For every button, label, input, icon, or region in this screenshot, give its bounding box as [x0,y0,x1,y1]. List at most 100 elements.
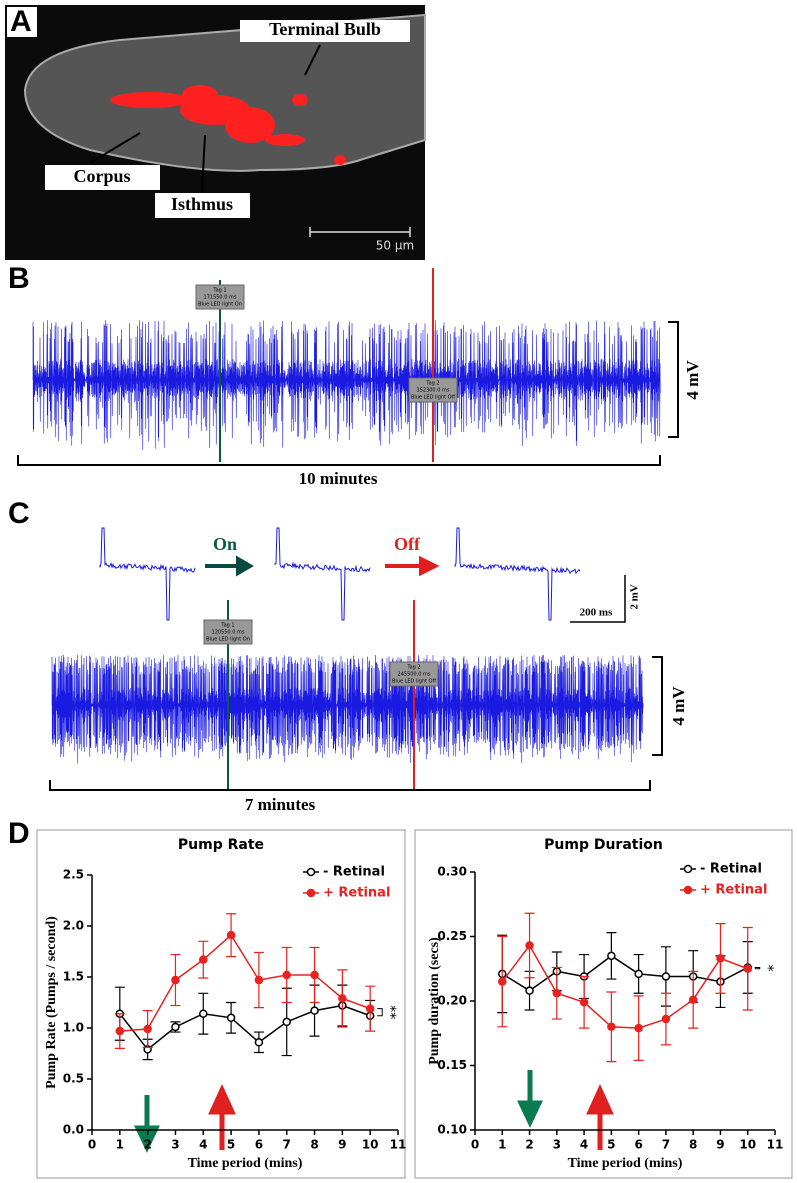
x-tick-label: 8 [310,1138,318,1152]
point [282,970,291,980]
x-tick-label: 2 [143,1138,151,1152]
x-tick-label: 3 [171,1138,179,1152]
x-tick-label: 10 [362,1138,379,1152]
x-tick-label: 9 [716,1138,724,1152]
point [661,972,671,981]
point [310,970,319,980]
y-tick-label: 2.5 [63,868,84,882]
point [310,1006,319,1015]
panel-label: D [8,817,30,850]
x-tick-label: 6 [255,1138,263,1152]
legend-label: + Retinal [323,886,390,901]
x-tick-label: 2 [525,1138,533,1152]
spike-trace [454,527,581,621]
significance-bracket [754,966,761,970]
point [199,1009,208,1018]
annotation-box [45,165,160,190]
fluorescence [110,85,346,165]
scale-bar [309,227,411,237]
x-tick-label: 8 [689,1138,697,1152]
significance-label: ** [382,1005,398,1019]
y-tick-label: 1.0 [63,1021,84,1035]
tag-note: Blue LED light Off [392,679,437,685]
tag: Tag 1 171550.0 ms Blue LED light On [195,284,245,310]
x-axis-label: Time period (mins) [568,1156,683,1171]
duration-bracket [49,780,651,791]
pointer [304,44,321,76]
x-tick-label: 0 [471,1138,479,1152]
duration-bracket [17,455,661,466]
x-axis-label: Time period (mins) [188,1156,303,1171]
point [282,1017,291,1027]
annotation: Corpus [73,166,130,186]
point [115,1026,125,1036]
y-tick-label: 0.20 [437,994,467,1008]
x-tick-label: 3 [553,1138,561,1152]
point [716,954,725,963]
off-label: Off [394,534,421,554]
point [365,1004,375,1013]
chart-frame [414,829,793,1179]
point [743,964,752,973]
legend-marker [683,864,693,874]
point [199,955,208,964]
scale-label: 50 µm [376,239,414,253]
point [688,995,698,1004]
tag: Tag 2 352300.0 ms Blue LED light Off [408,377,458,403]
light-off-arrow [586,1083,614,1150]
trace [32,320,661,450]
tag-title: Tag 2 [406,665,420,671]
point [254,975,264,985]
y-tick-label: 0.25 [437,929,467,943]
legend-label: - Retinal [700,862,762,877]
amplitude-bracket [652,656,663,756]
y-tick-label: 0.0 [63,1123,84,1137]
y-tick-label: 0.5 [63,1072,84,1086]
point [226,930,236,940]
tag-time: 352300.0 ms [417,388,450,394]
y-tick-label: 0.10 [437,1123,467,1137]
tag-time: 171550.0 ms [204,295,237,301]
y-tick-label: 2.0 [63,919,84,933]
panel-label: B [8,262,30,295]
tag: Tag 1 120550.0 ms Blue LED light On [203,619,253,645]
x-tick-label: 4 [580,1138,588,1152]
trace-group [32,320,661,450]
significance-label: * [760,965,776,972]
point [338,994,347,1003]
tag-time: 245500.0 ms [398,672,431,678]
x-tick-label: 6 [634,1138,642,1152]
point [607,1022,616,1032]
point [498,977,507,986]
scale-time: 200 ms [580,607,613,619]
point [552,989,562,998]
x-tick-label: 5 [607,1138,615,1152]
x-tick-label: 4 [199,1138,207,1152]
legend-label: - Retinal [323,865,385,880]
x-tick-label: 0 [88,1138,96,1152]
panel-label-box [7,7,37,37]
point [661,1014,671,1024]
point [607,951,616,961]
tag-note: Blue LED light On [198,302,242,308]
x-tick-label: 1 [498,1138,506,1152]
on-label: On [213,534,237,554]
worm-outline [23,13,426,172]
point [525,941,534,950]
amplitude-label: 4 mV [683,360,702,400]
legend-marker [683,885,693,895]
pointer [201,134,206,193]
off-arrow [385,555,440,577]
chart-title: Pump Duration [544,837,663,853]
series-line [119,934,371,1032]
spike-trace [99,527,196,621]
tag: Tag 2 245500.0 ms Blue LED light Off [389,661,439,687]
x-tick-label: 10 [739,1138,756,1152]
spike-examples [99,527,581,621]
point [525,986,534,995]
scale-amplitude: 2 mV [629,584,641,609]
tag-title: Tag 1 [212,288,226,294]
scale-bar [570,575,626,623]
duration-label: 10 minutes [299,469,378,488]
